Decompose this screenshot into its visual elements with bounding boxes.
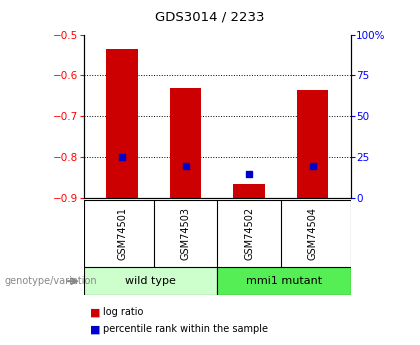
Text: ■: ■ <box>90 325 101 334</box>
Text: percentile rank within the sample: percentile rank within the sample <box>103 325 268 334</box>
Bar <box>84 267 218 295</box>
Bar <box>106 49 138 198</box>
Text: GSM74503: GSM74503 <box>181 207 191 260</box>
Text: GSM74502: GSM74502 <box>244 207 254 260</box>
Text: genotype/variation: genotype/variation <box>4 276 97 286</box>
Text: GDS3014 / 2233: GDS3014 / 2233 <box>155 10 265 23</box>
Text: GSM74501: GSM74501 <box>117 207 127 260</box>
Text: ■: ■ <box>90 307 101 317</box>
Text: log ratio: log ratio <box>103 307 143 317</box>
Bar <box>218 267 351 295</box>
Bar <box>297 90 328 198</box>
Bar <box>170 88 202 198</box>
Bar <box>233 184 265 198</box>
Text: mmi1 mutant: mmi1 mutant <box>246 276 322 286</box>
Text: wild type: wild type <box>125 276 176 286</box>
Text: GSM74504: GSM74504 <box>307 207 318 260</box>
